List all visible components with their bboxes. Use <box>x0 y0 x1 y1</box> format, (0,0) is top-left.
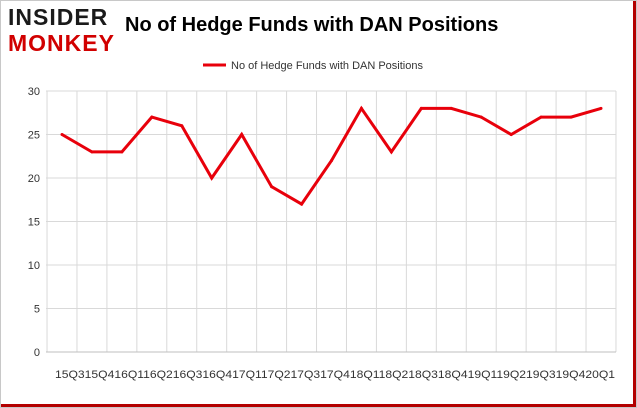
x-tick-labels: 15Q315Q416Q116Q216Q316Q417Q117Q217Q317Q4… <box>55 369 615 381</box>
data-point-16Q2 <box>150 115 154 119</box>
data-point-16Q3 <box>180 124 184 128</box>
data-point-17Q1 <box>240 133 244 136</box>
legend: No of Hedge Funds with DAN Positions <box>203 60 423 72</box>
data-point-15Q3 <box>60 133 64 136</box>
y-tick-label-20: 20 <box>28 173 40 185</box>
data-point-18Q2 <box>389 150 393 154</box>
y-tick-label-5: 5 <box>34 304 40 316</box>
logo-line-1: INSIDER <box>8 4 109 30</box>
logo-line-2: MONKEY <box>8 30 115 56</box>
data-point-18Q4 <box>449 106 453 110</box>
y-tick-label-0: 0 <box>34 347 40 359</box>
data-point-19Q1 <box>479 115 483 119</box>
data-point-18Q1 <box>359 106 363 110</box>
data-point-19Q2 <box>509 133 513 136</box>
data-point-19Q3 <box>539 115 543 119</box>
y-tick-label-30: 30 <box>28 86 40 98</box>
y-axis-ticks: 0 5 10 15 20 25 30 <box>28 86 40 359</box>
series-group <box>60 105 603 207</box>
data-point-20Q1 <box>599 106 603 110</box>
data-point-18Q3 <box>419 106 423 110</box>
y-tick-label-10: 10 <box>28 260 40 272</box>
chart-title: No of Hedge Funds with DAN Positions <box>125 14 499 36</box>
gridlines <box>46 90 617 353</box>
series-line-0 <box>61 105 602 207</box>
data-point-17Q3 <box>300 202 304 206</box>
data-point-15Q4 <box>90 150 94 154</box>
x-axis-ticks: 15Q315Q416Q116Q216Q316Q417Q117Q217Q317Q4… <box>55 369 615 381</box>
data-point-16Q1 <box>120 150 124 154</box>
data-point-19Q4 <box>569 115 573 119</box>
y-tick-label-15: 15 <box>28 217 40 229</box>
data-point-17Q4 <box>330 159 333 163</box>
legend-label: No of Hedge Funds with DAN Positions <box>231 60 423 72</box>
data-point-16Q4 <box>210 176 214 180</box>
y-tick-label-25: 25 <box>28 130 40 142</box>
data-point-17Q2 <box>270 185 274 189</box>
insider-monkey-logo: INSIDER MONKEY <box>8 6 118 56</box>
